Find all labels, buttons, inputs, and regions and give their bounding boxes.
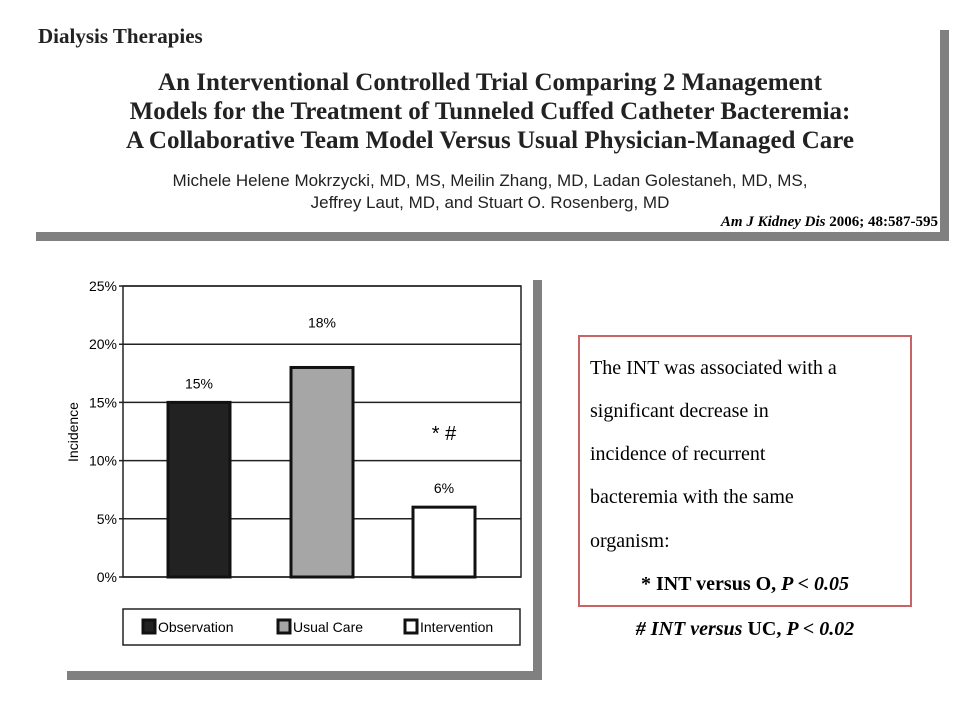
legend-swatch xyxy=(276,618,292,635)
bar-chart: 0%5%10%15%20%25% 15%18%6% Incidence * # … xyxy=(65,278,522,646)
citation: Am J Kidney Dis 2006; 48:587-595 xyxy=(721,214,938,231)
author-line: Jeffrey Laut, MD, and Stuart O. Rosenber… xyxy=(310,193,670,212)
paper-title: An Interventional Controlled Trial Compa… xyxy=(40,68,940,155)
chart-shadow-bottom xyxy=(67,671,542,680)
note-line: bacteremia with the same xyxy=(590,486,794,508)
authors: Michele Helene Mokrzycki, MD, MS, Meilin… xyxy=(40,170,940,214)
significance-annotation: * # xyxy=(432,423,457,445)
legend-label: Observation xyxy=(158,619,233,635)
legend-swatch xyxy=(141,618,157,635)
data-label: 18% xyxy=(308,314,336,330)
sig-text: * INT versus O, xyxy=(640,573,782,595)
sig-text: # INT versus xyxy=(635,618,743,640)
significance-int-vs-o: * INT versus O, P < 0.05 xyxy=(580,573,910,596)
chart-shadow-right xyxy=(533,280,542,680)
y-axis-label: Incidence xyxy=(65,402,81,462)
sig-text: UC, xyxy=(742,618,787,640)
y-tick-label: 25% xyxy=(89,278,117,294)
legend-box xyxy=(122,608,521,646)
bar-usual-care xyxy=(289,365,355,579)
legend-label: Intervention xyxy=(420,619,493,635)
bar-observation xyxy=(166,400,232,579)
data-label: 6% xyxy=(434,480,454,496)
bar-intervention xyxy=(411,505,477,579)
note-line: The INT was associated with a xyxy=(590,357,837,379)
data-label: 15% xyxy=(185,375,213,391)
header-shadow-bottom xyxy=(36,232,949,241)
y-tick-label: 5% xyxy=(97,511,117,527)
findings-box: The INT was associated with a significan… xyxy=(578,335,912,607)
title-line: A Collaborative Team Model Versus Usual … xyxy=(125,127,855,154)
note-line: incidence of recurrent xyxy=(590,443,766,465)
note-line: significant decrease in xyxy=(590,400,769,422)
citation-details: 2006; 48:587-595 xyxy=(825,214,938,230)
note-line: organism: xyxy=(590,530,670,552)
title-line: An Interventional Controlled Trial Compa… xyxy=(158,69,822,96)
title-line: Models for the Treatment of Tunneled Cuf… xyxy=(129,98,851,125)
y-tick-label: 15% xyxy=(89,394,117,410)
y-tick-label: 20% xyxy=(89,336,117,352)
y-tick-label: 0% xyxy=(97,569,117,585)
significance-int-vs-uc: # INT versus UC, P < 0.02 xyxy=(578,618,912,641)
sig-p-value: P < 0.05 xyxy=(781,573,850,595)
header-shadow-right xyxy=(940,30,949,241)
citation-journal: Am J Kidney Dis xyxy=(720,214,826,230)
sig-p-value: P < 0.02 xyxy=(786,618,855,640)
y-tick-label: 10% xyxy=(89,453,117,469)
author-line: Michele Helene Mokrzycki, MD, MS, Meilin… xyxy=(172,171,808,190)
section-label: Dialysis Therapies xyxy=(38,24,203,48)
legend-label: Usual Care xyxy=(293,619,363,635)
legend-swatch xyxy=(403,618,419,635)
